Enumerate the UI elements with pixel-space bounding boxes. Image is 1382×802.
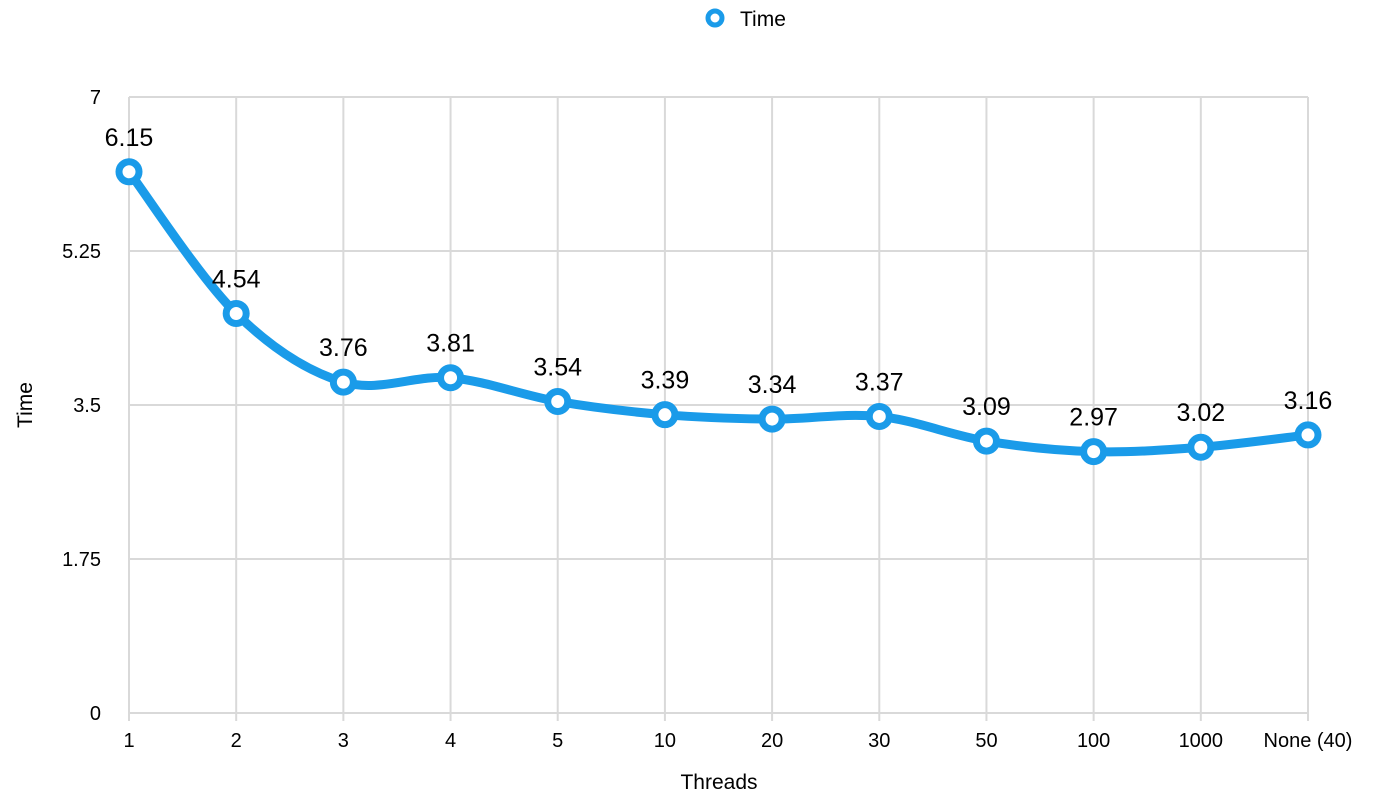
y-axis-title: Time [14, 382, 37, 428]
data-label: 3.81 [426, 330, 475, 358]
x-tick-label: 1000 [1179, 730, 1224, 752]
data-point[interactable] [1294, 421, 1322, 449]
data-label: 3.76 [319, 334, 368, 362]
legend-label: Time [740, 8, 786, 31]
data-label: 3.09 [962, 393, 1011, 421]
series-line [124, 167, 1313, 457]
y-tick-label: 5.25 [62, 241, 101, 263]
x-axis-title: Threads [680, 771, 757, 794]
data-label: 4.54 [212, 265, 261, 293]
x-tick-label: 5 [552, 730, 563, 752]
x-tick-label: 3 [338, 730, 349, 752]
data-point[interactable] [222, 299, 250, 327]
x-tick-label: None (40) [1264, 730, 1353, 752]
series-time [115, 158, 1322, 466]
data-point[interactable] [1187, 433, 1215, 461]
y-tick-label: 7 [90, 87, 101, 109]
data-point[interactable] [437, 364, 465, 392]
data-point[interactable] [115, 158, 143, 186]
data-label: 2.97 [1069, 404, 1118, 432]
data-point[interactable] [544, 387, 572, 415]
data-label: 3.16 [1284, 387, 1333, 415]
x-tick-label: 100 [1077, 730, 1110, 752]
x-tick-label: 20 [761, 730, 783, 752]
data-point[interactable] [329, 368, 357, 396]
data-point[interactable] [865, 402, 893, 430]
legend[interactable]: Time [705, 8, 786, 31]
y-tick-label: 3.5 [73, 395, 101, 417]
data-label: 3.37 [855, 368, 904, 396]
y-tick-label: 0 [90, 703, 101, 725]
data-point[interactable] [758, 405, 786, 433]
data-label: 3.02 [1176, 399, 1225, 427]
data-labels: 6.15 4.54 3.76 3.81 3.54 3.39 3.34 3.37 3.09 2.97… [105, 124, 1333, 432]
data-point[interactable] [1080, 438, 1108, 466]
x-tick-label: 4 [445, 730, 456, 752]
legend-marker-icon [705, 8, 725, 28]
data-point[interactable] [651, 401, 679, 429]
x-tick-label: 10 [654, 730, 676, 752]
data-point[interactable] [972, 427, 1000, 455]
data-label: 6.15 [105, 124, 154, 152]
y-tick-label: 1.75 [62, 549, 101, 571]
x-tick-label: 2 [231, 730, 242, 752]
x-tick-label: 30 [868, 730, 890, 752]
x-tick-label: 1 [123, 730, 134, 752]
x-axis-ticks: 1 2 3 4 5 10 20 30 50 100 1000 None (40) [123, 730, 1352, 752]
x-tick-label: 50 [975, 730, 997, 752]
data-label: 3.39 [641, 367, 690, 395]
grid-lines [128, 96, 1309, 721]
y-axis-ticks: 0 1.75 3.5 5.25 7 [62, 87, 101, 725]
data-label: 3.34 [748, 371, 797, 399]
data-label: 3.54 [533, 353, 582, 381]
